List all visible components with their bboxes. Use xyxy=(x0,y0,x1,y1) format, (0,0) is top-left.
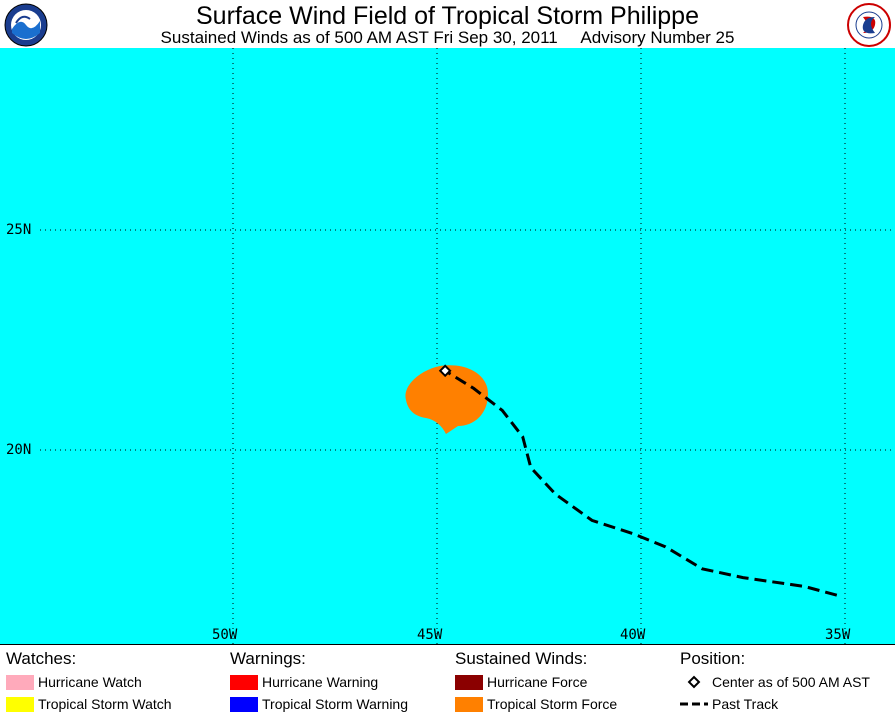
page-subtitle: Sustained Winds as of 500 AM AST Fri Sep… xyxy=(160,28,735,47)
legend-winds-heading: Sustained Winds: xyxy=(455,649,588,668)
page-title: Surface Wind Field of Tropical Storm Phi… xyxy=(196,2,699,30)
legend-warnings-heading: Warnings: xyxy=(230,649,306,668)
legend-warnings: Warnings: Hurricane Warning Tropical Sto… xyxy=(230,649,408,715)
header: Surface Wind Field of Tropical Storm Phi… xyxy=(0,0,895,48)
latitude-label-20n: 20N xyxy=(6,442,32,458)
legend-item-label: Tropical Storm Watch xyxy=(38,696,172,712)
map-canvas xyxy=(0,48,895,644)
legend-watches-heading: Watches: xyxy=(6,649,77,668)
noaa-logo xyxy=(4,3,48,47)
longitude-label-50w: 50W xyxy=(212,627,238,643)
legend-position: Position: Center as of 500 AM AST Past T… xyxy=(680,649,870,715)
legend-item-label: Tropical Storm Warning xyxy=(262,696,409,712)
legend-item-tropical-storm-warning: Tropical Storm Warning xyxy=(230,693,408,715)
legend-item-hurricane-watch: Hurricane Watch xyxy=(6,671,172,693)
tropical-storm-watch-swatch xyxy=(6,696,34,712)
legend-position-heading: Position: xyxy=(680,649,746,668)
past-track-line xyxy=(444,369,838,597)
legend-item-center: Center as of 500 AM AST xyxy=(680,671,870,693)
longitude-label-40w: 40W xyxy=(620,627,646,643)
tropical-storm-force-swatch xyxy=(455,696,483,712)
legend-item-hurricane-force: Hurricane Force xyxy=(455,671,617,693)
longitude-label-35w: 35W xyxy=(825,627,851,643)
tropical-storm-force-wind-field xyxy=(405,365,488,434)
legend-watches: Watches: Hurricane Watch Tropical Storm … xyxy=(6,649,172,715)
tropical-storm-warning-swatch xyxy=(230,696,258,712)
legend-item-hurricane-warning: Hurricane Warning xyxy=(230,671,408,693)
legend-item-label: Hurricane Warning xyxy=(262,674,379,690)
storm-map: 25N 20N 50W 45W 40W 35W xyxy=(0,48,895,644)
ocean-background xyxy=(0,48,895,644)
legend-item-label: Tropical Storm Force xyxy=(487,696,618,712)
legend-item-label: Hurricane Force xyxy=(487,674,588,690)
legend-winds: Sustained Winds: Hurricane Force Tropica… xyxy=(455,649,617,715)
legend: Watches: Hurricane Watch Tropical Storm … xyxy=(0,644,895,717)
legend-item-tropical-storm-watch: Tropical Storm Watch xyxy=(6,693,172,715)
nws-logo xyxy=(847,3,891,47)
dashed-line-icon xyxy=(680,697,708,712)
legend-item-label: Center as of 500 AM AST xyxy=(712,674,870,690)
latitude-label-25n: 25N xyxy=(6,222,32,238)
longitude-label-45w: 45W xyxy=(417,627,443,643)
center-diamond-icon xyxy=(680,675,708,690)
legend-item-label: Hurricane Watch xyxy=(38,674,142,690)
hurricane-force-swatch xyxy=(455,674,483,690)
hurricane-warning-swatch xyxy=(230,674,258,690)
storm-center-marker xyxy=(438,364,452,378)
hurricane-watch-swatch xyxy=(6,674,34,690)
legend-item-past-track: Past Track xyxy=(680,693,870,715)
legend-item-tropical-storm-force: Tropical Storm Force xyxy=(455,693,617,715)
legend-item-label: Past Track xyxy=(712,696,779,712)
